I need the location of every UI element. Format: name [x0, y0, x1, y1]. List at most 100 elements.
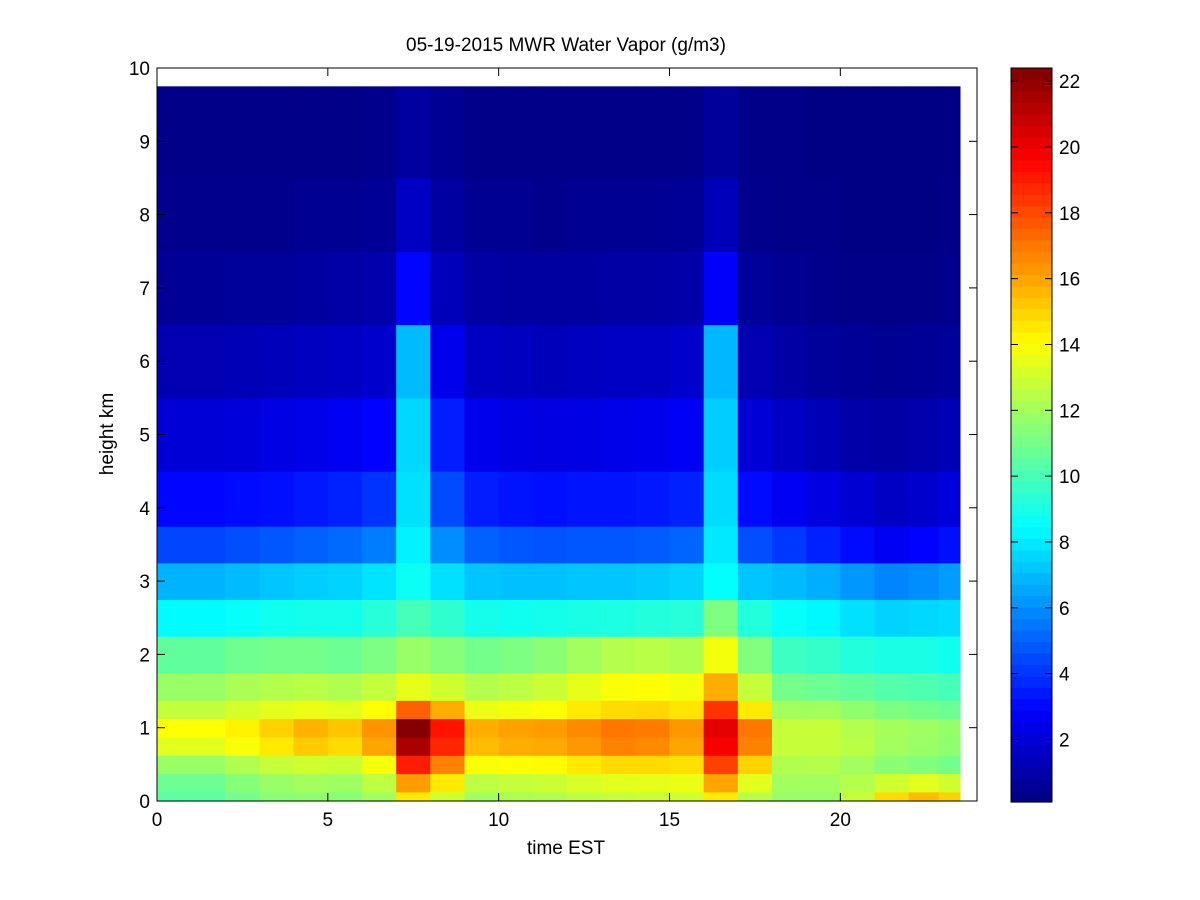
- heatmap-cell: [157, 736, 192, 756]
- heatmap-cell: [191, 736, 226, 756]
- heatmap-cell: [498, 755, 534, 775]
- heatmap-cell: [430, 562, 466, 601]
- heatmap-cell: [938, 773, 961, 793]
- colorbar-tick-label: 6: [1059, 599, 1070, 620]
- colorbar-tick-label: 4: [1059, 665, 1070, 686]
- heatmap-cell: [874, 397, 910, 472]
- heatmap-cell: [396, 700, 431, 720]
- heatmap-cell: [157, 86, 192, 179]
- heatmap-cell: [908, 755, 940, 775]
- colorbar-swatch: [1011, 136, 1052, 149]
- heatmap-cell: [874, 636, 910, 674]
- colorbar-swatch: [1011, 549, 1052, 562]
- heatmap-cell: [874, 755, 910, 775]
- heatmap-cell: [908, 773, 940, 793]
- heatmap-cell: [532, 599, 568, 637]
- heatmap-cell: [430, 773, 466, 793]
- y-tick-label: 7: [139, 279, 150, 300]
- heatmap-cell: [840, 324, 876, 399]
- colorbar-swatch: [1011, 354, 1052, 367]
- heatmap-cell: [464, 736, 500, 756]
- heatmap-cell: [938, 736, 961, 756]
- colorbar-swatch: [1011, 584, 1052, 597]
- heatmap-cell: [703, 755, 739, 775]
- heatmap-cell: [737, 718, 773, 738]
- heatmap-cell: [430, 251, 466, 326]
- colorbar-swatch: [1011, 125, 1052, 138]
- colorbar-swatch: [1011, 618, 1052, 631]
- heatmap-cell: [635, 599, 671, 637]
- heatmap-cell: [464, 324, 500, 399]
- heatmap-cell: [806, 397, 841, 472]
- heatmap-cell: [908, 700, 940, 720]
- heatmap-cell: [362, 791, 397, 802]
- heatmap-cell: [430, 471, 466, 527]
- heatmap-cell: [259, 526, 295, 564]
- heatmap-cell: [532, 791, 568, 802]
- heatmap-cell: [635, 718, 671, 738]
- heatmap-cell: [532, 177, 568, 252]
- heatmap-cell: [464, 526, 500, 564]
- heatmap-cell: [635, 736, 671, 756]
- heatmap-cell: [567, 672, 602, 701]
- heatmap-cell: [157, 791, 192, 802]
- heatmap-cell: [293, 562, 329, 601]
- x-tick-label: 0: [152, 810, 163, 831]
- heatmap-cell: [703, 397, 739, 472]
- heatmap-cell: [601, 324, 636, 399]
- heatmap-cell: [396, 562, 431, 601]
- heatmap-cell: [703, 672, 739, 701]
- heatmap-cell: [327, 773, 363, 793]
- heatmap-cell: [259, 86, 295, 179]
- y-tick-label: 3: [139, 572, 150, 593]
- heatmap-cell: [498, 599, 534, 637]
- heatmap-cell: [703, 526, 739, 564]
- colorbar-swatch: [1011, 790, 1052, 803]
- heatmap-cell: [601, 562, 636, 601]
- colorbar-swatch: [1011, 744, 1052, 757]
- heatmap-cell: [327, 86, 363, 179]
- heatmap-cell: [635, 562, 671, 601]
- heatmap-cells: [157, 86, 961, 802]
- heatmap-cell: [498, 324, 534, 399]
- heatmap-cell: [737, 672, 773, 701]
- heatmap-cell: [464, 471, 500, 527]
- heatmap-cell: [737, 736, 773, 756]
- heatmap-cell: [737, 86, 773, 179]
- colorbar-tick-label: 12: [1059, 401, 1080, 422]
- heatmap-cell: [908, 251, 940, 326]
- heatmap-cell: [772, 562, 807, 601]
- heatmap-cell: [225, 718, 261, 738]
- heatmap-cell: [396, 718, 431, 738]
- heatmap-cell: [259, 672, 295, 701]
- heatmap-cell: [532, 636, 568, 674]
- heatmap-cell: [327, 397, 363, 472]
- colorbar-swatch: [1011, 308, 1052, 321]
- heatmap-cell: [293, 736, 329, 756]
- heatmap-cell: [191, 773, 226, 793]
- colorbar-swatch: [1011, 217, 1052, 230]
- heatmap-cell: [601, 672, 636, 701]
- colorbar-swatch: [1011, 366, 1052, 379]
- heatmap-cell: [191, 562, 226, 601]
- heatmap-cell: [532, 324, 568, 399]
- heatmap-cell: [806, 773, 841, 793]
- colorbar-swatch: [1011, 446, 1052, 459]
- heatmap-cell: [908, 177, 940, 252]
- colorbar-tick-label: 22: [1059, 72, 1080, 93]
- heatmap-cell: [908, 471, 940, 527]
- heatmap-cell: [938, 86, 961, 179]
- y-axis-label: height km: [97, 393, 118, 475]
- heatmap-cell: [938, 791, 961, 802]
- heatmap-cell: [635, 636, 671, 674]
- colorbar-swatch: [1011, 641, 1052, 654]
- heatmap-cell: [908, 736, 940, 756]
- heatmap-cell: [157, 471, 192, 527]
- heatmap-cell: [874, 672, 910, 701]
- heatmap-cell: [874, 599, 910, 637]
- heatmap-cell: [293, 324, 329, 399]
- heatmap-cell: [567, 599, 602, 637]
- heatmap-cell: [191, 177, 226, 252]
- heatmap-cell: [362, 251, 397, 326]
- heatmap-cell: [737, 562, 773, 601]
